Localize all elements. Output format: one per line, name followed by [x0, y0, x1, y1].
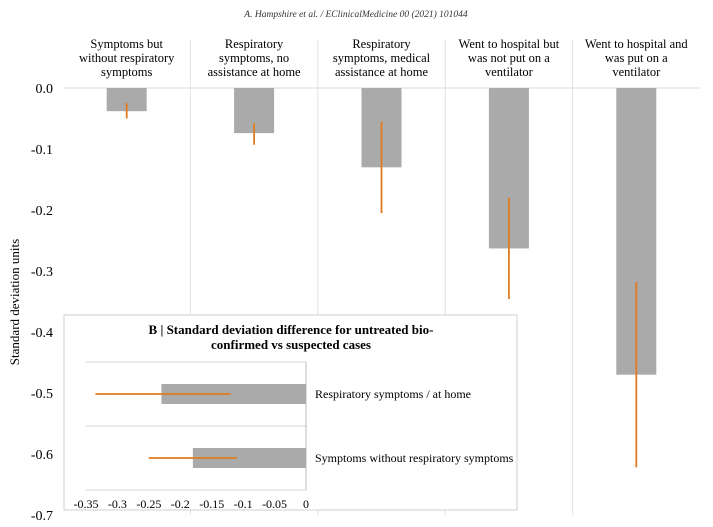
inset-title-line: B | Standard deviation difference for un… [149, 322, 434, 337]
category-label-line: Went to hospital and [585, 37, 689, 51]
inset-x-tick-label: -0.35 [74, 497, 99, 511]
y-tick-label: -0.7 [31, 509, 53, 524]
inset-category-labels: Respiratory symptoms / at home Symptoms w… [315, 387, 514, 465]
inset-x-tick-label: -0.15 [199, 497, 224, 511]
inset-bars [161, 384, 306, 468]
y-tick-label: -0.1 [31, 143, 53, 158]
y-tick-label: -0.3 [31, 265, 53, 280]
inset-category-label: Symptoms without respiratory symptoms [315, 451, 514, 465]
inset-x-tick-label: -0.2 [171, 497, 190, 511]
y-tick-label: 0.0 [36, 82, 54, 97]
y-tick-label: -0.2 [31, 204, 53, 219]
inset-x-tick-label: -0.05 [262, 497, 287, 511]
category-label-line: Went to hospital but [459, 37, 560, 51]
inset-title-text: B | Standard deviation difference for un… [149, 322, 434, 352]
inset-category-label: Respiratory symptoms / at home [315, 387, 471, 401]
main-category-labels: Symptoms but without respiratory symptoms R… [79, 37, 688, 79]
category-label: Went to hospital but was not put on a vent… [459, 37, 560, 79]
category-label-line: Respiratory [352, 37, 411, 51]
inset-title-line: confirmed vs suspected cases [211, 337, 371, 352]
category-label-line: Symptoms but [90, 37, 163, 51]
inset-gridlines [86, 361, 307, 491]
category-label-line: ventilator [485, 65, 534, 79]
inset-chart: B | Standard deviation difference for un… [63, 314, 518, 511]
category-label-line: ventilator [612, 65, 661, 79]
inset-title: B | Standard deviation difference for un… [149, 322, 434, 352]
inset-x-tick-label: -0.3 [108, 497, 127, 511]
main-y-ticks: 0.0 -0.1 -0.2 -0.3 -0.4 -0.5 -0.6 -0.7 [31, 82, 53, 524]
main-errors [125, 103, 638, 468]
inset-x-ticks: -0.35 -0.3 -0.25 -0.2 -0.15 -0.1 -0.05 0 [74, 497, 310, 511]
inset-errors [95, 393, 237, 459]
category-label: Went to hospital and was put on a ventilat… [585, 37, 689, 79]
bar [106, 88, 147, 112]
inset-x-tick-label: -0.1 [234, 497, 253, 511]
inset-x-tick-label: 0 [303, 497, 309, 511]
category-label-line: symptoms [101, 65, 153, 79]
y-tick-label: -0.6 [31, 448, 53, 463]
category-label: Symptoms but without respiratory symptoms [79, 37, 175, 79]
inset-bar [192, 448, 306, 468]
category-label: Respiratory symptoms, medical assistance a… [333, 37, 431, 79]
inset-x-tick-label: -0.25 [136, 497, 161, 511]
y-tick-label: -0.4 [31, 326, 53, 341]
category-label: Respiratory symptoms, no assistance at hom… [208, 37, 301, 79]
category-label-line: symptoms, no [219, 51, 289, 65]
y-tick-label: -0.5 [31, 387, 53, 402]
category-label-line: without respiratory [79, 51, 175, 65]
citation-header: A. Hampshire et al. / EClinicalMedicine … [243, 9, 468, 20]
category-label-line: symptoms, medical [333, 51, 431, 65]
category-label-line: was put on a [605, 51, 668, 65]
category-label-line: Respiratory [225, 37, 284, 51]
category-label-line: assistance at home [335, 65, 428, 79]
inset-frame [63, 314, 518, 511]
inset-bar [161, 384, 306, 404]
y-axis-label: Standard deviation units [7, 239, 22, 365]
category-label-line: assistance at home [208, 65, 301, 79]
category-label-line: was not put on a [468, 51, 550, 65]
